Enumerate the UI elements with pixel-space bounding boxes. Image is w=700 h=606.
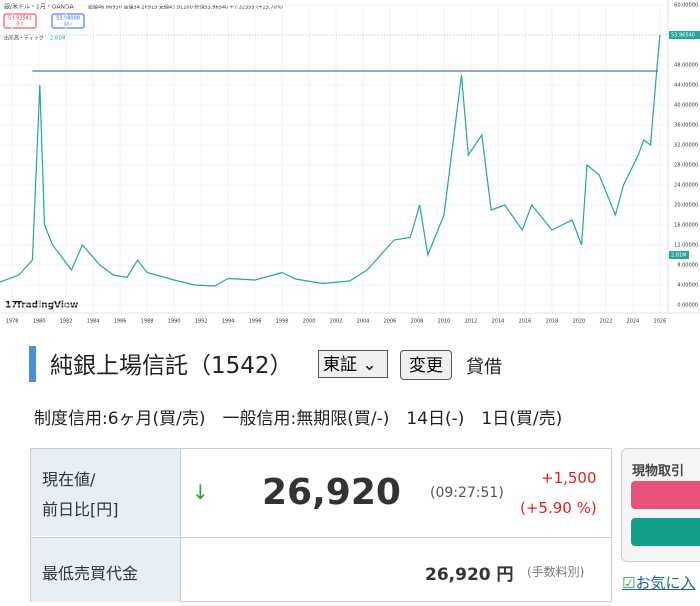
buy-button[interactable]	[51, 13, 85, 29]
buy-label: 買い	[64, 21, 72, 26]
x-tick-label: 1994	[222, 319, 235, 325]
x-tick-label: 2026	[654, 319, 667, 325]
x-tick-label: 2006	[384, 319, 397, 325]
x-tick-label: 2002	[330, 319, 343, 325]
x-tick-label: 2014	[492, 319, 505, 325]
y-tick-label: 32.00000	[674, 143, 698, 149]
label-cell	[31, 537, 181, 602]
change-pct: (+5.90 %)	[520, 499, 597, 517]
y-tick-label: 60.00000	[674, 3, 698, 9]
x-tick-label: 1992	[195, 319, 208, 325]
stock-title: 純銀上場信託（1542）	[50, 353, 293, 379]
side-title: 現物取引	[632, 464, 685, 479]
volume-value: 2.81M	[50, 36, 65, 42]
change-button[interactable]: 変更	[400, 350, 452, 380]
x-tick-label: 2022	[600, 319, 613, 325]
y-tick-label: 48.00000	[674, 63, 698, 69]
last-price: 53.96540	[671, 33, 695, 39]
buy-price: 53.98008	[56, 16, 80, 22]
title-bar	[29, 346, 36, 382]
amount: 26,920 円	[425, 565, 514, 585]
y-tick-label: 44.00000	[674, 83, 698, 89]
y-tick-label: 20.00000	[674, 203, 698, 209]
x-tick-label: 2018	[546, 319, 559, 325]
market: 東証	[323, 355, 357, 375]
label: 現在値/	[42, 470, 96, 489]
quote-table	[30, 448, 612, 602]
y-tick-label: 40.00000	[674, 103, 698, 109]
x-tick-label: 2000	[303, 319, 316, 325]
x-tick-label: 1996	[249, 319, 262, 325]
x-tick-label: 2010	[438, 319, 451, 325]
lending: 貸借	[466, 357, 502, 378]
sell-label: 売り	[16, 20, 24, 26]
note: (手数料別)	[527, 565, 585, 579]
x-tick-label: 2012	[465, 319, 478, 325]
y-tick-label: 8.00000	[677, 263, 698, 269]
price: 26,920	[262, 472, 401, 513]
x-tick-label: 1980	[33, 319, 46, 325]
y-tick-label: 16.00000	[674, 223, 698, 229]
label-cell	[31, 449, 181, 536]
x-tick-label: 1978	[6, 319, 19, 325]
row-divider	[180, 537, 611, 538]
sell-button[interactable]	[631, 518, 700, 546]
y-tick-label: 36.00000	[674, 123, 698, 129]
x-tick-label: 1986	[114, 319, 127, 325]
y-tick-label: 28.00000	[674, 163, 698, 169]
x-tick-label: 2004	[357, 319, 370, 325]
ohlc: 始値46.66930 高値54.26915 安値45.91100 終値53.96…	[88, 4, 283, 11]
x-tick-label: 1990	[168, 319, 181, 325]
x-tick-label: 2024	[627, 319, 640, 325]
volume-tag	[669, 251, 689, 259]
market-select[interactable]: 東証 ⌄	[318, 350, 388, 378]
x-tick-label: 1984	[87, 319, 100, 325]
label: 最低売買代金	[42, 564, 139, 583]
favorite: お気に入	[635, 574, 696, 592]
time: (09:27:51)	[430, 485, 504, 501]
x-tick-label: 1998	[276, 319, 289, 325]
volume-axis-label: 2.81M	[671, 253, 686, 259]
sell-price: 53.92541	[8, 16, 32, 22]
change: +1,500	[541, 469, 597, 487]
credit-info: 制度信用:6ヶ月(買/売) 一般信用:無期限(買/-) 14日(-) 1日(買/…	[34, 409, 563, 429]
x-tick-label: 2016	[519, 319, 532, 325]
buy-button[interactable]	[631, 481, 700, 509]
arrow: ↓	[192, 480, 209, 504]
x-tick-label: 1982	[60, 319, 73, 325]
y-tick-label: 4.00000	[677, 283, 698, 289]
favorite-link[interactable]: ☑お気に入	[622, 572, 695, 593]
x-tick-label: 1988	[141, 319, 154, 325]
check: ☑	[622, 574, 636, 592]
price-line	[0, 34, 661, 287]
chart: 銀/米ドル・1月・OANDA 始値46.66930 高値54.26915 安値4…	[0, 0, 700, 325]
x-tick-label: 2008	[411, 319, 424, 325]
last-price-tag	[669, 31, 700, 39]
y-tick-label: 24.00000	[674, 183, 698, 189]
volume-label: 出来高・ティック	[4, 35, 44, 42]
y-tick-label: 12.00000	[674, 243, 698, 249]
y-tick-label: 0.00000	[677, 303, 698, 309]
label: 前日比[円]	[42, 500, 119, 519]
x-tick-label: 2020	[573, 319, 586, 325]
